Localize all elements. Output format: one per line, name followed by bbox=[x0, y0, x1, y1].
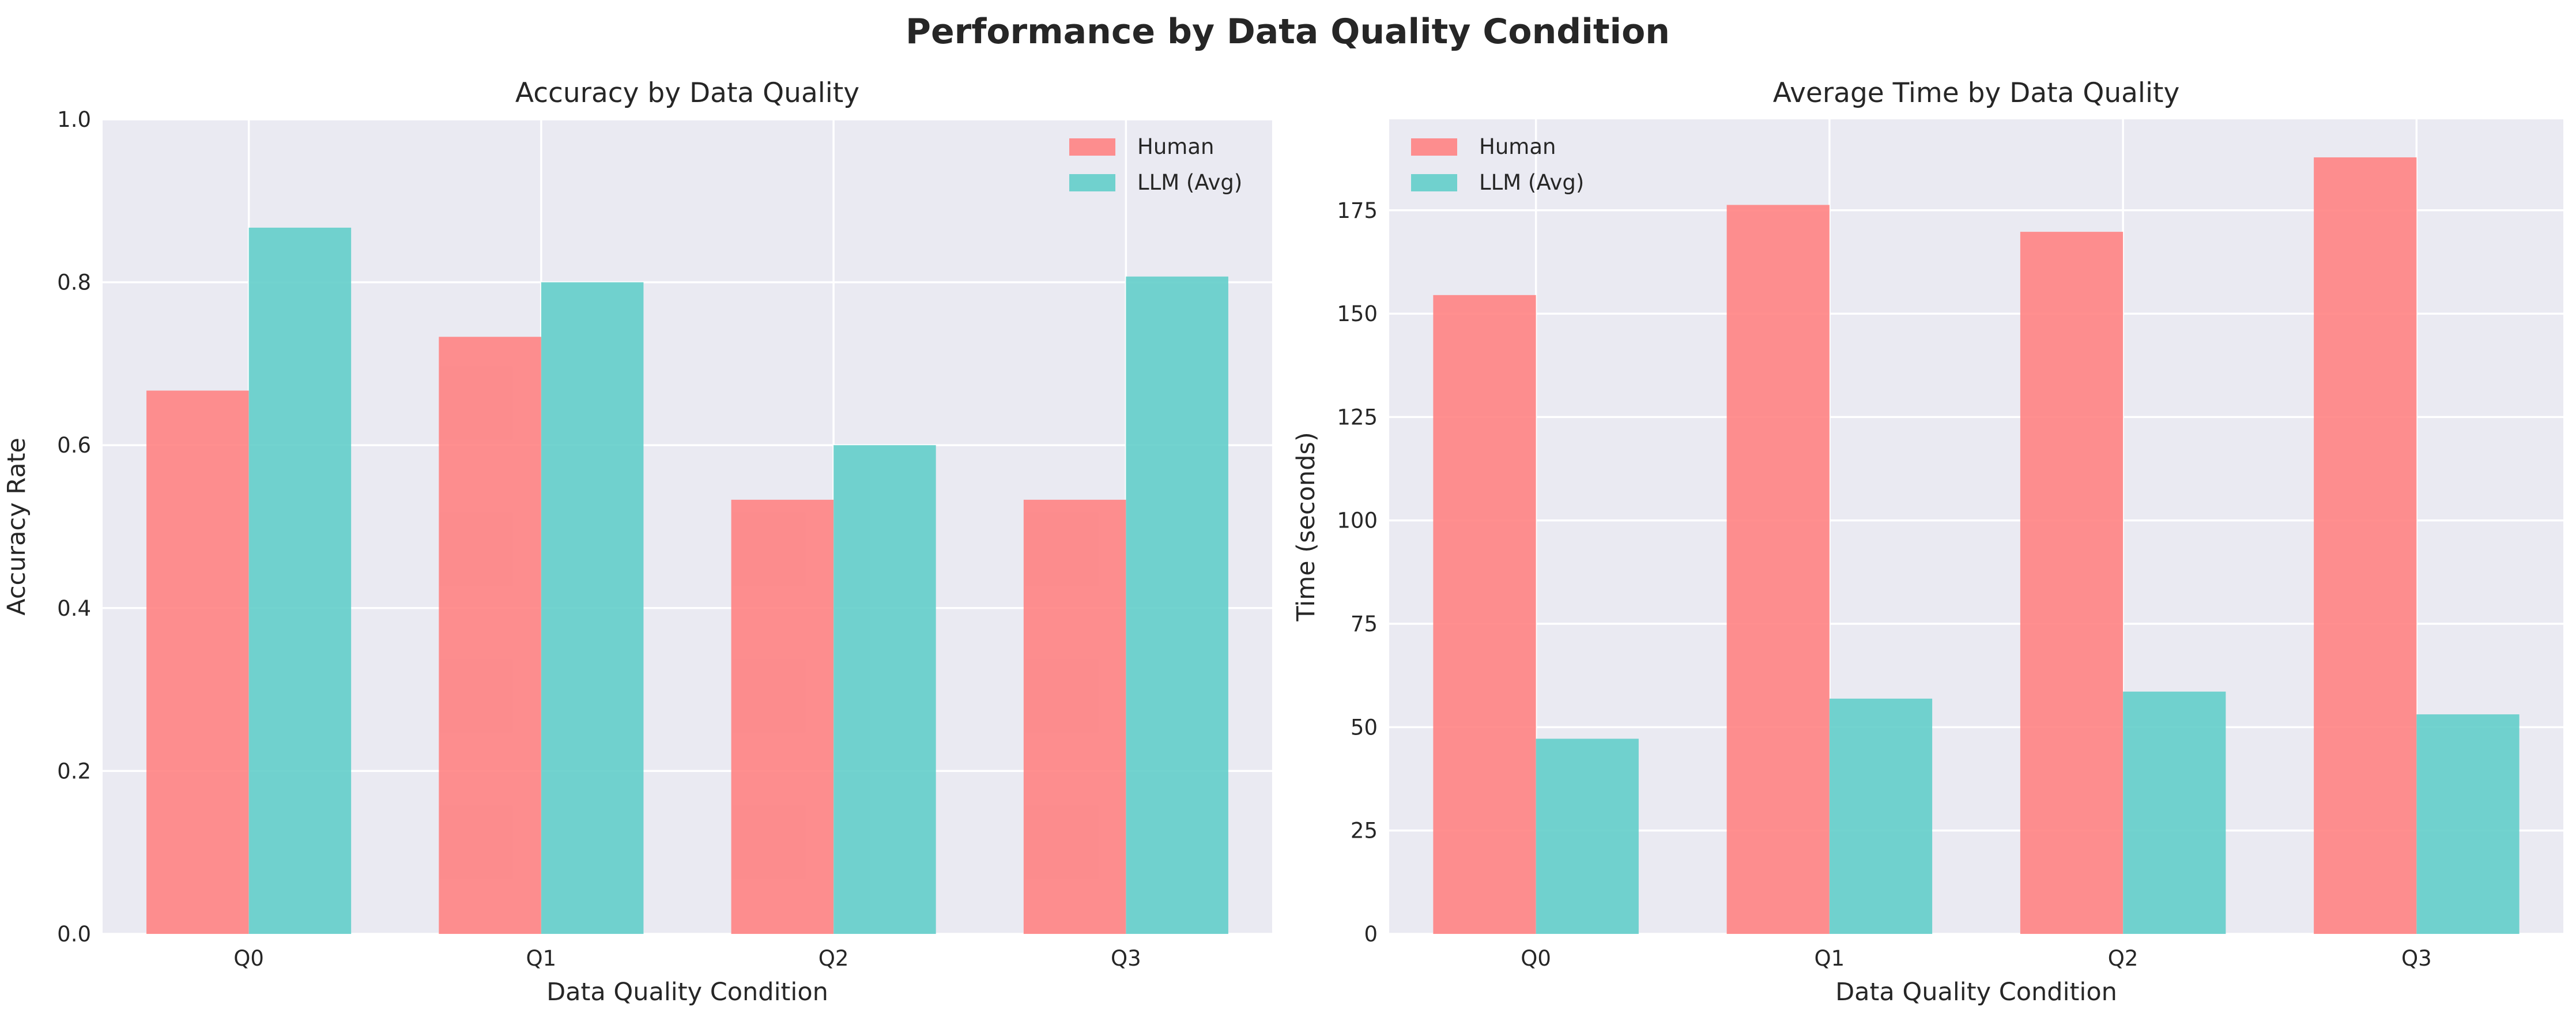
y-tick-label: 1.0 bbox=[57, 107, 91, 132]
bar-llm-q0 bbox=[1536, 738, 1639, 934]
x-tick-label: Q1 bbox=[526, 946, 557, 971]
bar-llm-q1 bbox=[541, 282, 644, 934]
chart-title: Accuracy by Data Quality bbox=[515, 77, 859, 109]
bar-human-q2 bbox=[731, 499, 834, 934]
y-tick-label: 0.6 bbox=[57, 433, 91, 458]
y-tick-label: 150 bbox=[1337, 302, 1378, 326]
legend-swatch-human bbox=[1411, 138, 1457, 156]
y-tick-label: 0.8 bbox=[57, 270, 91, 295]
legend-swatch-llm bbox=[1069, 174, 1115, 191]
bar-llm-q2 bbox=[833, 445, 936, 934]
bar-human-q3 bbox=[1023, 499, 1126, 934]
legend-label-human: Human bbox=[1137, 134, 1214, 159]
x-tick-label: Q3 bbox=[1111, 946, 1141, 971]
y-tick-label: 0.2 bbox=[57, 759, 91, 783]
y-tick-label: 0.0 bbox=[57, 922, 91, 947]
y-axis-label: Time (seconds) bbox=[1292, 432, 1321, 621]
legend: Human LLM (Avg) bbox=[1411, 134, 1584, 195]
x-tick-label: Q2 bbox=[2108, 946, 2139, 971]
legend-swatch-llm bbox=[1411, 174, 1457, 191]
bar-llm-q1 bbox=[1829, 698, 1933, 934]
legend-swatch-human bbox=[1069, 138, 1115, 156]
y-tick-label: 25 bbox=[1351, 819, 1378, 843]
x-tick-label: Q1 bbox=[1815, 946, 1845, 971]
figure-title: Performance by Data Quality Condition bbox=[906, 12, 1670, 52]
time-chart: 0 25 50 75 100 125 150 175 Q0 Q1 Q2 Q3 Average Time … bbox=[1292, 77, 2563, 1007]
legend: Human LLM (Avg) bbox=[1069, 134, 1242, 195]
bar-llm-q3 bbox=[2416, 714, 2520, 934]
bar-human-q2 bbox=[2020, 232, 2124, 934]
bar-human-q3 bbox=[2314, 157, 2417, 934]
y-tick-label: 0.4 bbox=[57, 596, 91, 621]
bar-human-q1 bbox=[1726, 205, 1830, 934]
chart-title: Average Time by Data Quality bbox=[1773, 77, 2180, 109]
y-tick-label: 0 bbox=[1364, 922, 1378, 947]
bar-llm-q0 bbox=[248, 227, 352, 934]
x-tick-label: Q3 bbox=[2401, 946, 2432, 971]
y-tick-label: 125 bbox=[1337, 405, 1378, 429]
bar-human-q1 bbox=[439, 337, 541, 934]
x-axis-label: Data Quality Condition bbox=[546, 978, 828, 1007]
bar-llm-q2 bbox=[2123, 691, 2226, 934]
y-tick-label: 175 bbox=[1337, 198, 1378, 223]
x-tick-label: Q0 bbox=[1521, 946, 1551, 971]
x-tick-label: Q0 bbox=[233, 946, 264, 971]
bar-human-q0 bbox=[1433, 295, 1536, 934]
x-axis-label: Data Quality Condition bbox=[1835, 978, 2117, 1007]
accuracy-chart: 0.0 0.2 0.4 0.6 0.8 1.0 Q0 Q1 Q2 Q3 Accuracy by Da… bbox=[2, 77, 1272, 1007]
x-tick-label: Q2 bbox=[819, 946, 849, 971]
y-axis-label: Accuracy Rate bbox=[2, 438, 31, 616]
y-tick-label: 75 bbox=[1351, 612, 1378, 636]
bar-llm-q3 bbox=[1126, 276, 1228, 934]
legend-label-llm: LLM (Avg) bbox=[1479, 170, 1584, 195]
legend-label-human: Human bbox=[1479, 134, 1556, 159]
bar-human-q0 bbox=[146, 390, 249, 934]
legend-label-llm: LLM (Avg) bbox=[1137, 170, 1242, 195]
y-tick-label: 100 bbox=[1337, 508, 1378, 533]
y-tick-label: 50 bbox=[1351, 715, 1378, 740]
